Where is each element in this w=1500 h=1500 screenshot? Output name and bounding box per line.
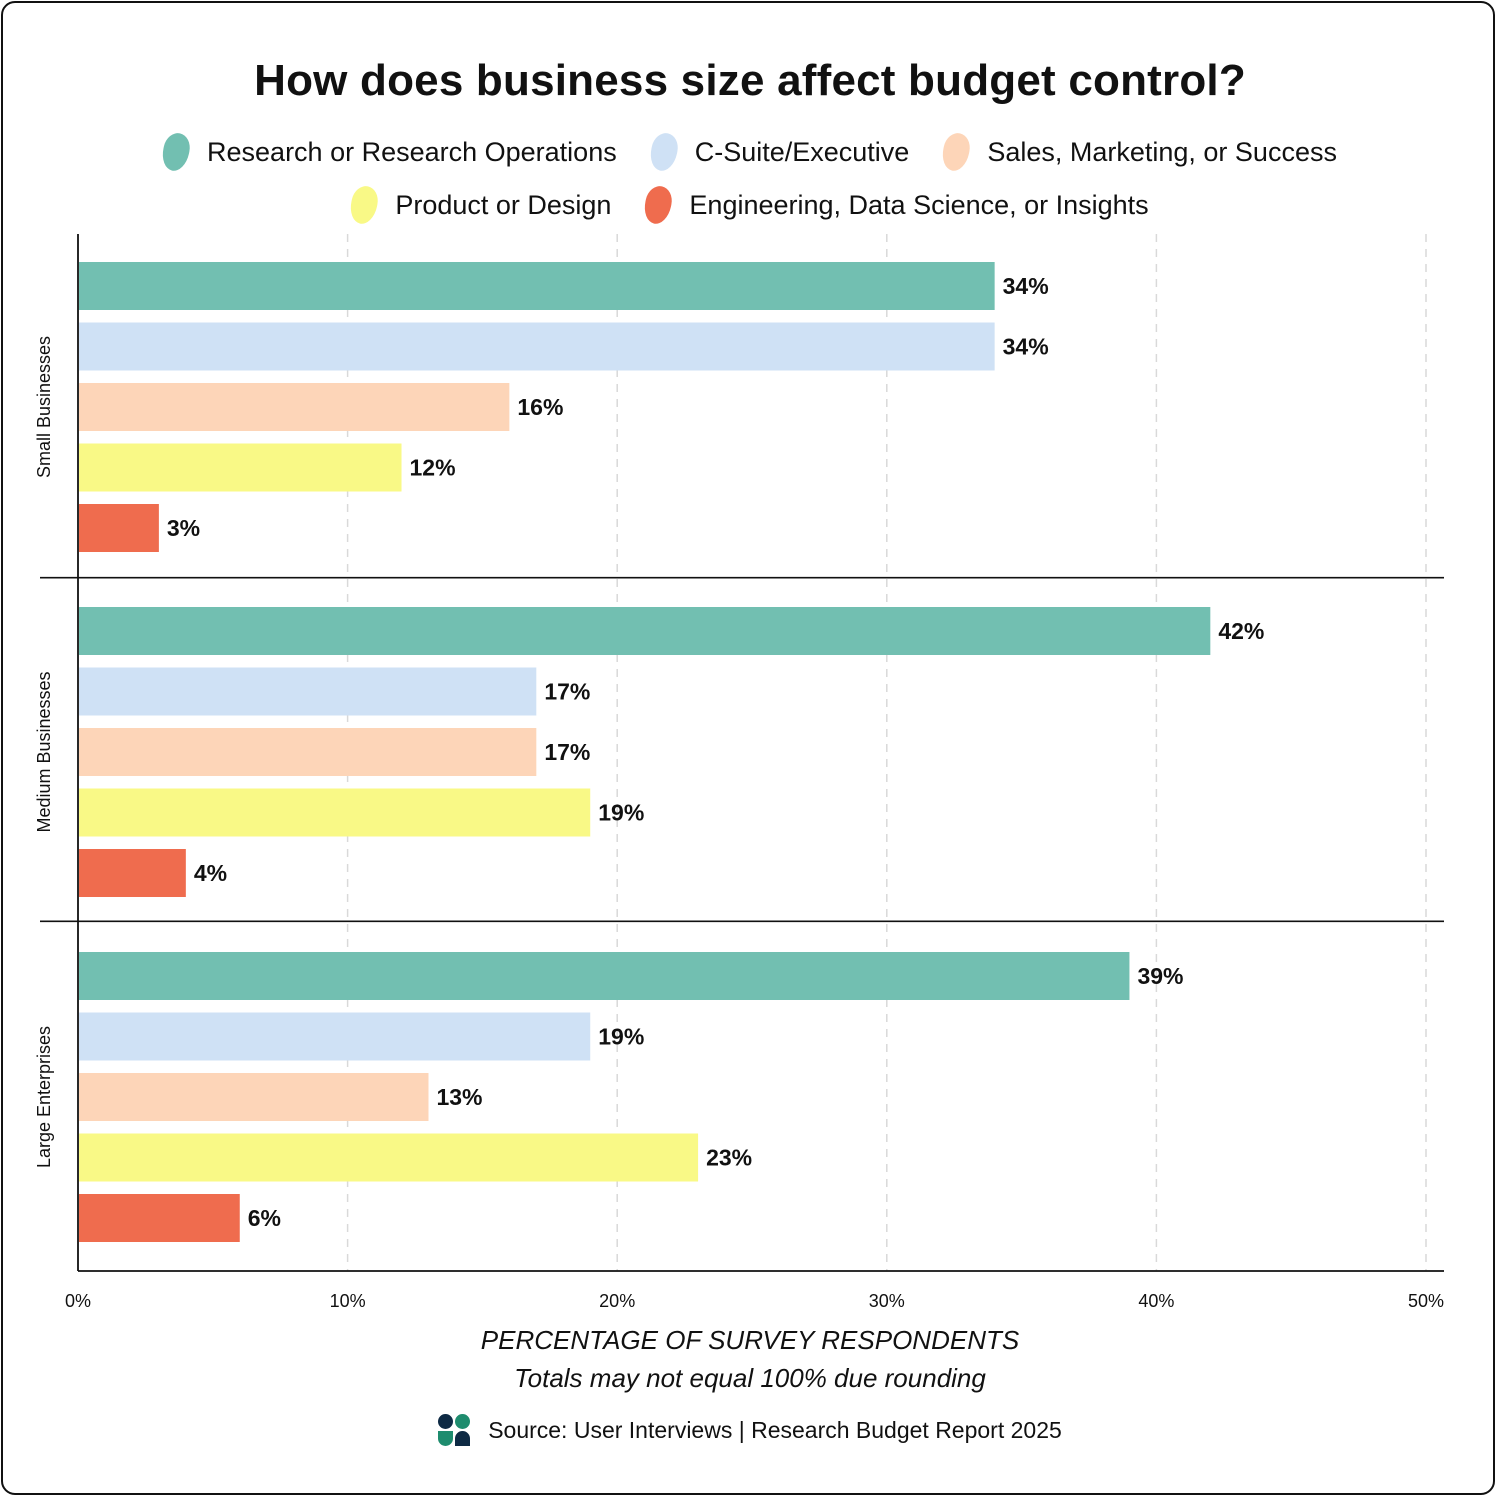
- bar: [79, 1073, 429, 1121]
- x-axis-note: Totals may not equal 100% due rounding: [514, 1363, 986, 1393]
- x-tick-label: 50%: [1408, 1291, 1444, 1311]
- x-tick-label: 20%: [599, 1291, 635, 1311]
- user-interviews-logo-icon: [438, 1414, 472, 1446]
- source-line: Source: User Interviews | Research Budge…: [0, 1414, 1500, 1446]
- bar-value-label: 12%: [410, 455, 456, 481]
- bar-value-label: 6%: [248, 1205, 281, 1231]
- legend-item-csuite: C-Suite/Executive: [647, 130, 910, 174]
- bar: [79, 667, 537, 716]
- bar-value-label: 19%: [598, 800, 644, 826]
- category-label: Small Businesses: [34, 336, 54, 478]
- legend-label-csuite: C-Suite/Executive: [694, 136, 910, 167]
- bar: [79, 504, 159, 552]
- legend-label-sales: Sales, Marketing, or Success: [987, 136, 1337, 167]
- legend-item-engineering: Engineering, Data Science, or Insights: [641, 183, 1149, 227]
- bar: [79, 607, 1211, 655]
- bar-value-label: 42%: [1218, 618, 1264, 644]
- bar-value-label: 16%: [517, 394, 563, 420]
- bar-value-label: 4%: [194, 860, 227, 886]
- x-tick-label: 10%: [330, 1291, 366, 1311]
- legend-row-1: Research or Research Operations C-Suite/…: [0, 130, 1500, 174]
- legend-row-2: Product or Design Engineering, Data Scie…: [0, 183, 1500, 227]
- legend-label-engineering: Engineering, Data Science, or Insights: [689, 189, 1149, 220]
- x-tick-label: 30%: [869, 1291, 905, 1311]
- bar: [79, 1194, 240, 1242]
- bar-value-label: 23%: [706, 1145, 752, 1171]
- legend-label-research: Research or Research Operations: [207, 136, 617, 167]
- x-axis-title: PERCENTAGE OF SURVEY RESPONDENTS: [480, 1325, 1020, 1355]
- x-tick-label: 40%: [1138, 1291, 1174, 1311]
- bar: [79, 443, 402, 492]
- bar: [79, 1133, 699, 1182]
- bar-value-label: 19%: [598, 1024, 644, 1050]
- bar-value-label: 13%: [436, 1084, 482, 1110]
- chart-title: How does business size affect budget con…: [254, 56, 1246, 105]
- bar: [79, 952, 1130, 1000]
- bar: [79, 322, 995, 371]
- bar: [79, 728, 537, 776]
- legend-item-research: Research or Research Operations: [159, 130, 617, 174]
- bar-value-label: 34%: [1003, 334, 1049, 360]
- bar-value-label: 3%: [167, 515, 200, 541]
- legend-item-product: Product or Design: [347, 183, 612, 227]
- bar-value-label: 17%: [544, 739, 590, 765]
- bar-value-label: 39%: [1137, 963, 1183, 989]
- category-label: Large Enterprises: [34, 1026, 54, 1168]
- legend-label-product: Product or Design: [395, 189, 612, 220]
- legend-item-sales: Sales, Marketing, or Success: [939, 130, 1337, 174]
- bar: [79, 788, 591, 837]
- bar: [79, 849, 186, 897]
- bar: [79, 1012, 591, 1061]
- bar: [79, 383, 510, 431]
- bar-value-label: 34%: [1003, 273, 1049, 299]
- x-tick-label: 0%: [65, 1291, 91, 1311]
- bar: [79, 262, 995, 310]
- source-text: Source: User Interviews | Research Budge…: [488, 1416, 1062, 1443]
- category-label: Medium Businesses: [34, 671, 54, 832]
- bar-value-label: 17%: [544, 679, 590, 705]
